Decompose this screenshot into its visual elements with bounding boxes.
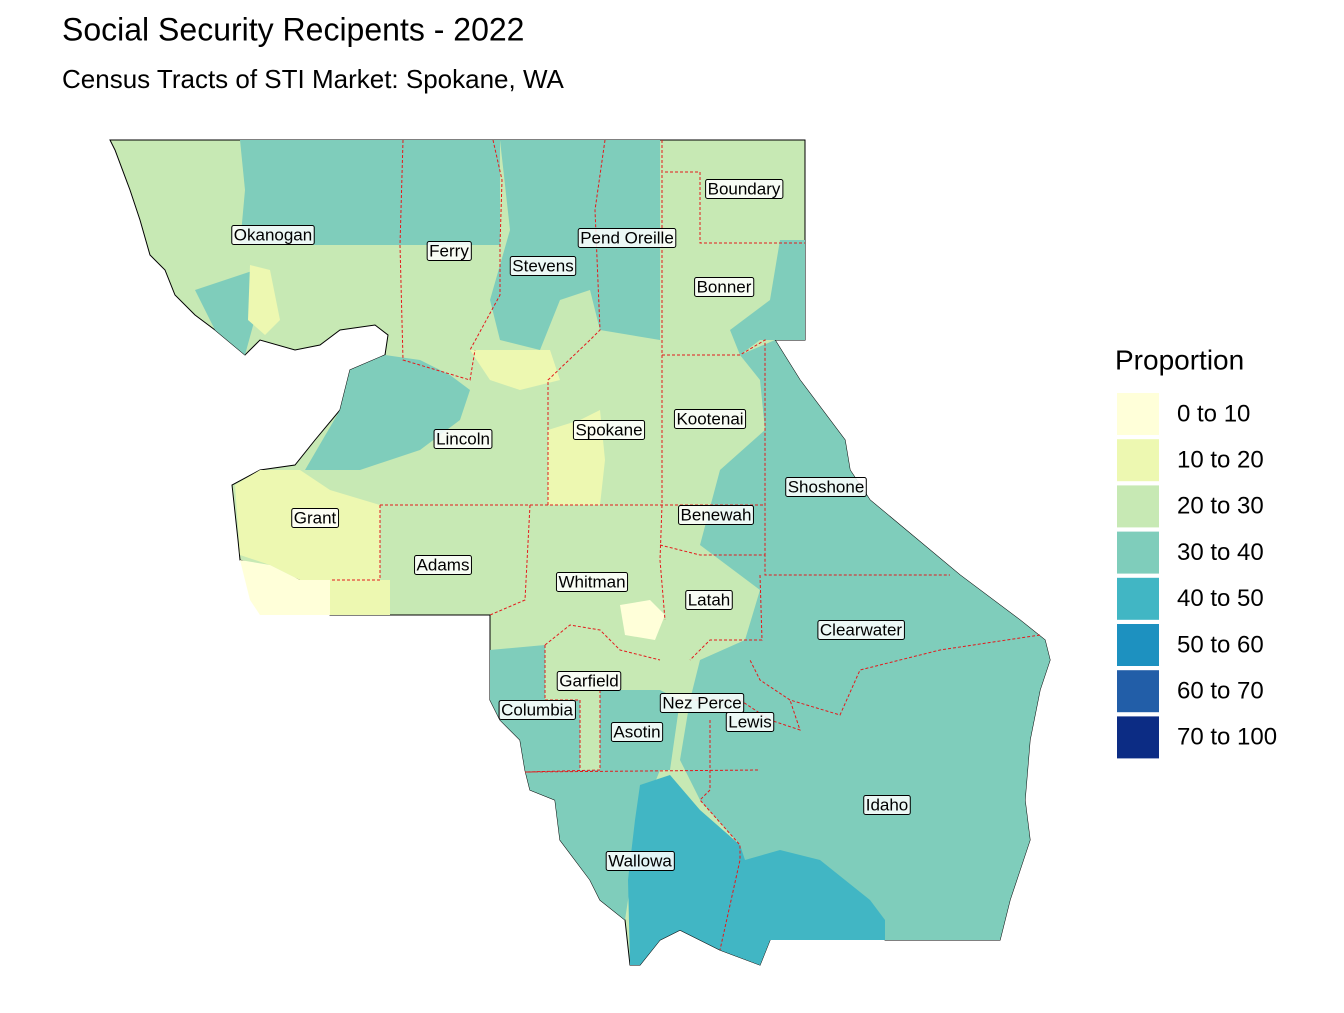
legend-title: Proportion xyxy=(1115,344,1244,375)
county-label: Benewah xyxy=(681,505,752,524)
region xyxy=(330,580,390,615)
county-labels: Okanogan Ferry Stevens Pend Oreille Boundary… xyxy=(231,178,911,871)
label-box xyxy=(433,428,493,449)
legend-label: 70 to 100 xyxy=(1177,724,1277,751)
label-box xyxy=(577,227,677,248)
county-label: Lewis xyxy=(728,712,771,731)
region xyxy=(240,560,330,615)
label-box xyxy=(863,794,911,815)
legend-label: 40 to 50 xyxy=(1177,585,1264,612)
label-box xyxy=(426,240,472,261)
county-label: Grant xyxy=(294,508,337,527)
county-label: Shoshone xyxy=(788,477,865,496)
legend-label: 0 to 10 xyxy=(1177,400,1250,427)
label-box xyxy=(509,255,577,276)
region xyxy=(490,140,660,350)
legend-label: 60 to 70 xyxy=(1177,678,1264,705)
county-label: Asotin xyxy=(613,722,660,741)
subtitle: Census Tracts of STI Market: Spokane, WA xyxy=(62,64,565,94)
label-box xyxy=(414,554,472,575)
region xyxy=(248,265,280,335)
legend-swatch xyxy=(1117,670,1159,713)
label-box xyxy=(605,850,675,871)
label-box xyxy=(659,692,745,713)
region xyxy=(195,270,260,355)
county-label: Adams xyxy=(417,555,470,574)
county-label: Nez Perce xyxy=(662,693,741,712)
label-box xyxy=(817,619,905,640)
label-box xyxy=(673,408,747,429)
county-label: Wallowa xyxy=(608,851,672,870)
region xyxy=(305,355,470,470)
label-box xyxy=(610,721,664,742)
label-box xyxy=(555,571,629,592)
map xyxy=(109,139,1051,966)
label-box xyxy=(678,504,754,525)
county-label: Boundary xyxy=(708,179,781,198)
legend-swatch xyxy=(1117,716,1159,759)
county-label: Stevens xyxy=(512,256,573,275)
region xyxy=(525,770,660,920)
legend-swatch xyxy=(1117,531,1159,574)
label-box xyxy=(498,699,576,720)
legend-label: 10 to 20 xyxy=(1177,447,1264,474)
label-box xyxy=(725,711,775,732)
label-box xyxy=(785,476,867,497)
county-label: Pend Oreille xyxy=(580,228,674,247)
county-label: Columbia xyxy=(501,700,573,719)
county-label: Whitman xyxy=(558,572,625,591)
label-box xyxy=(231,224,315,245)
label-box xyxy=(291,507,340,528)
county-label: Latah xyxy=(688,590,731,609)
legend: 0 to 10 10 to 20 20 to 30 30 to 40 40 to 50 5… xyxy=(1117,393,1277,759)
legend-swatch xyxy=(1117,624,1159,666)
legend-swatch xyxy=(1117,577,1159,620)
legend-label: 20 to 30 xyxy=(1177,493,1264,520)
region xyxy=(628,775,885,965)
region xyxy=(240,140,500,245)
legend-label: 30 to 40 xyxy=(1177,539,1264,566)
region xyxy=(620,600,665,640)
region xyxy=(680,340,1050,965)
county-label: Bonner xyxy=(697,277,752,296)
region xyxy=(730,240,805,355)
label-box xyxy=(572,419,646,440)
label-box xyxy=(705,178,784,199)
county-label: Kootenai xyxy=(676,409,743,428)
legend-label: 50 to 60 xyxy=(1177,631,1264,658)
label-box xyxy=(685,589,733,610)
legend-swatch xyxy=(1117,485,1159,528)
county-label: Okanogan xyxy=(234,225,312,244)
county-label: Spokane xyxy=(575,420,642,439)
county-label: Clearwater xyxy=(820,620,903,639)
county-label: Lincoln xyxy=(436,429,490,448)
title: Social Security Recipents - 2022 xyxy=(62,11,524,47)
region xyxy=(470,350,560,390)
label-box xyxy=(694,276,755,297)
county-label: Ferry xyxy=(429,241,469,260)
legend-swatch xyxy=(1117,393,1159,435)
legend-swatch xyxy=(1117,439,1159,482)
county-label: Idaho xyxy=(866,795,909,814)
label-box xyxy=(556,670,622,691)
county-label: Garfield xyxy=(559,671,619,690)
